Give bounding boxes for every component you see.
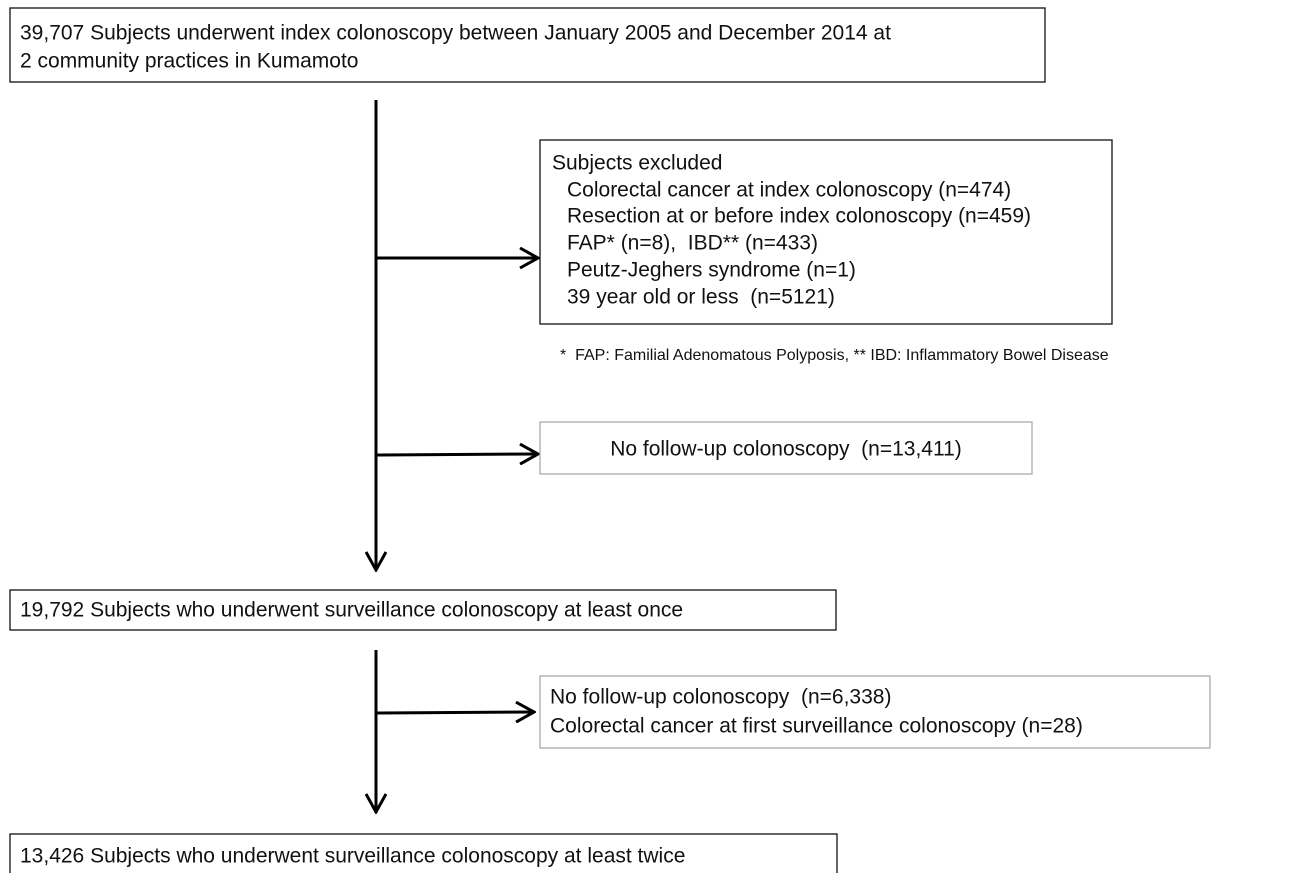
box-item: Colorectal cancer at first surveillance … bbox=[550, 715, 1083, 738]
exclusions-box bbox=[539, 139, 1113, 325]
box-item: Resection at or before index colonoscopy… bbox=[567, 205, 1031, 228]
box-text: 2 community practices in Kumamoto bbox=[20, 50, 358, 73]
box-text: 39,707 Subjects underwent index colonosc… bbox=[20, 22, 891, 45]
footnote: * FAP: Familial Adenomatous Polyposis, *… bbox=[560, 347, 1109, 364]
box-title: Subjects excluded bbox=[552, 152, 722, 175]
box-item: Colorectal cancer at index colonoscopy (… bbox=[567, 179, 1011, 202]
box-text: No follow-up colonoscopy (n=13,411) bbox=[610, 438, 962, 461]
branch-arrow bbox=[375, 712, 534, 713]
surveillance-once-box bbox=[9, 589, 837, 631]
box-item: FAP* (n=8), IBD** (n=433) bbox=[567, 232, 818, 255]
enrollment-box bbox=[9, 7, 1046, 83]
box-text: 19,792 Subjects who underwent surveillan… bbox=[20, 599, 683, 622]
box-item: 39 year old or less (n=5121) bbox=[567, 286, 835, 309]
box-text: 13,426 Subjects who underwent surveillan… bbox=[20, 845, 685, 868]
surveillance-twice-box bbox=[9, 833, 838, 873]
second-exclusions-box bbox=[539, 675, 1211, 749]
no-follow-up-box bbox=[539, 421, 1033, 475]
box-item: Peutz-Jeghers syndrome (n=1) bbox=[567, 259, 856, 282]
box-item: No follow-up colonoscopy (n=6,338) bbox=[550, 686, 891, 709]
branch-arrow bbox=[375, 454, 538, 455]
